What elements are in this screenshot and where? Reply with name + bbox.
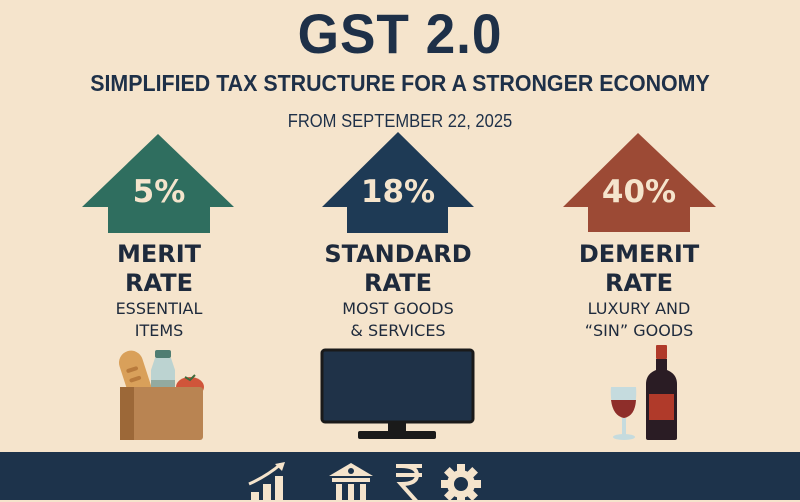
- rate-name-line2: RATE: [605, 269, 673, 297]
- rate-percent: 18%: [360, 174, 436, 210]
- rupee-icon: [396, 464, 422, 502]
- gear-icon: [441, 464, 481, 502]
- grocery-bag-icon: [118, 350, 204, 440]
- page-subtitle: SIMPLIFIED TAX STRUCTURE FOR A STRONGER …: [90, 70, 710, 96]
- rate-percent: 40%: [601, 174, 677, 210]
- rate-description: ESSENTIAL ITEMS: [74, 298, 244, 342]
- wine-icon: [610, 345, 677, 440]
- page-title: GST 2.0: [297, 2, 503, 65]
- rate-desc-line1: MOST GOODS: [342, 299, 454, 318]
- rate-name-line1: STANDARD: [324, 240, 472, 268]
- rate-desc-line1: LUXURY AND: [587, 299, 691, 318]
- rate-desc-line2: & SERVICES: [350, 321, 446, 340]
- up-arrow-icon: [322, 132, 474, 233]
- effective-date: FROM SEPTEMBER 22, 2025: [287, 111, 513, 131]
- rate-name: STANDARD RATE: [313, 240, 483, 298]
- rate-desc-line2: “SIN” GOODS: [584, 321, 694, 340]
- rate-description: MOST GOODS & SERVICES: [313, 298, 483, 342]
- rate-name-line1: MERIT: [116, 240, 202, 268]
- up-arrow-icon: [563, 133, 716, 232]
- rate-desc-line2: ITEMS: [134, 321, 184, 340]
- rate-name: MERIT RATE: [74, 240, 244, 298]
- rate-desc-line1: ESSENTIAL: [115, 299, 203, 318]
- rate-name-line2: RATE: [125, 269, 193, 297]
- up-arrow-icon: [82, 134, 234, 233]
- television-icon: [320, 348, 475, 439]
- rate-name-line2: RATE: [364, 269, 432, 297]
- rate-percent: 5%: [132, 174, 186, 210]
- bank-icon: [329, 463, 373, 502]
- growth-chart-icon: [248, 462, 285, 502]
- rate-description: LUXURY AND “SIN” GOODS: [554, 298, 724, 342]
- rate-name: DEMERIT RATE: [554, 240, 724, 298]
- footer-bar: [0, 452, 800, 502]
- rate-name-line1: DEMERIT: [578, 240, 700, 268]
